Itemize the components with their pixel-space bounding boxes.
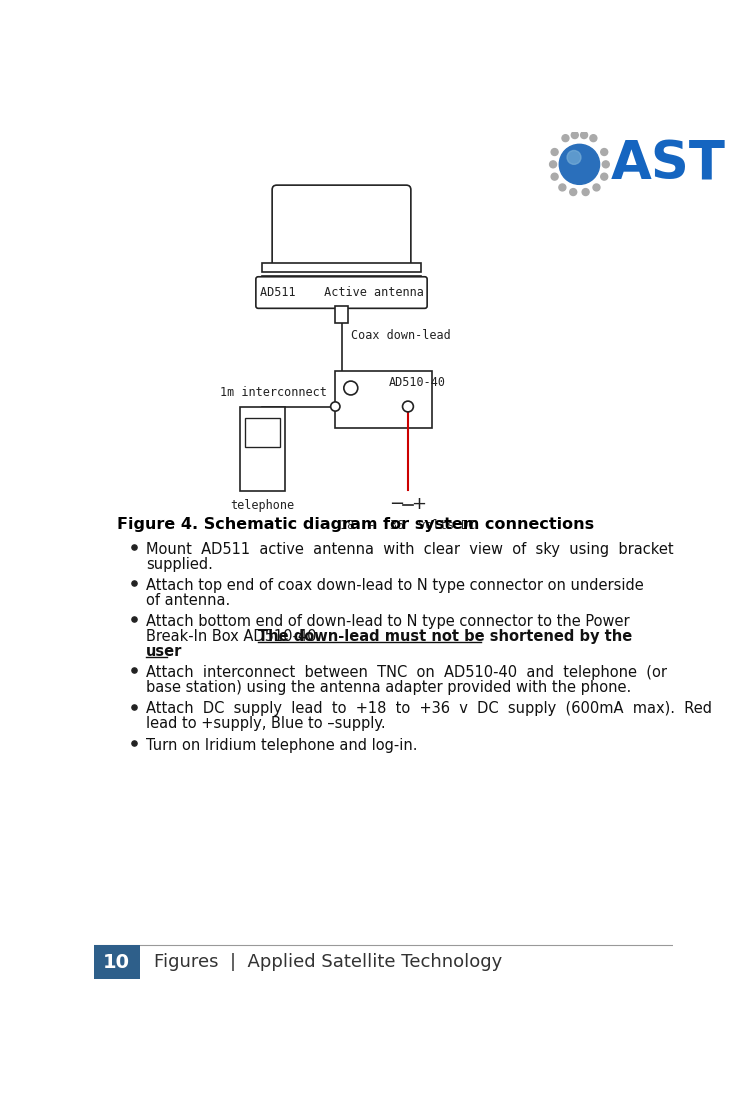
Circle shape	[601, 173, 607, 180]
Text: lead to +supply, Blue to –supply.: lead to +supply, Blue to –supply.	[146, 716, 386, 732]
Circle shape	[590, 134, 597, 142]
Bar	[262, 263, 421, 272]
Circle shape	[550, 161, 557, 168]
Text: The down-lead must not be shortened by the: The down-lead must not be shortened by t…	[257, 629, 632, 644]
Circle shape	[567, 151, 581, 164]
Circle shape	[602, 161, 610, 168]
Circle shape	[344, 381, 358, 395]
Text: of antenna.: of antenna.	[146, 593, 230, 608]
Text: .: .	[168, 645, 172, 659]
Text: Coax down-lead: Coax down-lead	[351, 329, 450, 342]
Text: Attach  DC  supply  lead  to  +18  to  +36  v  DC  supply  (600mA  max).  Red: Attach DC supply lead to +18 to +36 v DC…	[146, 702, 712, 716]
Text: supplied.: supplied.	[146, 557, 213, 572]
Text: Figure 4. Schematic diagram for system connections: Figure 4. Schematic diagram for system c…	[117, 517, 594, 532]
Circle shape	[593, 184, 600, 191]
Circle shape	[560, 144, 600, 185]
Circle shape	[562, 134, 569, 142]
Circle shape	[551, 173, 558, 180]
Text: 1m interconnect: 1m interconnect	[220, 386, 327, 399]
Text: 10: 10	[103, 953, 130, 971]
Circle shape	[601, 148, 607, 155]
Text: base station) using the antenna adapter provided with the phone.: base station) using the antenna adapter …	[146, 680, 631, 695]
Bar	[335, 371, 432, 428]
Text: Attach bottom end of down-lead to N type connector to the Power: Attach bottom end of down-lead to N type…	[146, 614, 630, 629]
Text: 18  -  36  volts DC: 18 - 36 volts DC	[340, 519, 476, 532]
FancyBboxPatch shape	[256, 277, 427, 308]
Text: AD511    Active antenna: AD511 Active antenna	[260, 286, 423, 299]
Circle shape	[559, 184, 566, 191]
Bar	[334, 306, 349, 323]
Circle shape	[582, 188, 589, 196]
Circle shape	[571, 132, 578, 139]
Text: AST: AST	[611, 139, 726, 190]
Circle shape	[331, 402, 340, 411]
Bar	[245, 418, 280, 448]
Text: AD510-40: AD510-40	[388, 376, 446, 388]
Text: −: −	[390, 495, 405, 513]
Text: telephone: telephone	[230, 499, 295, 512]
Bar	[240, 407, 285, 492]
Circle shape	[551, 148, 558, 155]
Circle shape	[580, 132, 588, 139]
Text: Figures  |  Applied Satellite Technology: Figures | Applied Satellite Technology	[154, 953, 502, 971]
Circle shape	[402, 402, 414, 411]
Text: Attach  interconnect  between  TNC  on  AD510-40  and  telephone  (or: Attach interconnect between TNC on AD510…	[146, 666, 667, 680]
Text: Attach top end of coax down-lead to N type connector on underside: Attach top end of coax down-lead to N ty…	[146, 578, 644, 593]
FancyBboxPatch shape	[272, 185, 411, 267]
Text: +: +	[411, 495, 426, 513]
Text: Turn on Iridium telephone and log-in.: Turn on Iridium telephone and log-in.	[146, 738, 417, 752]
Bar	[94, 945, 140, 979]
Circle shape	[570, 188, 577, 196]
Text: Mount  AD511  active  antenna  with  clear  view  of  sky  using  bracket: Mount AD511 active antenna with clear vi…	[146, 541, 674, 557]
Text: user: user	[146, 645, 183, 659]
Text: Break-In Box AD510-40.: Break-In Box AD510-40.	[146, 629, 326, 644]
